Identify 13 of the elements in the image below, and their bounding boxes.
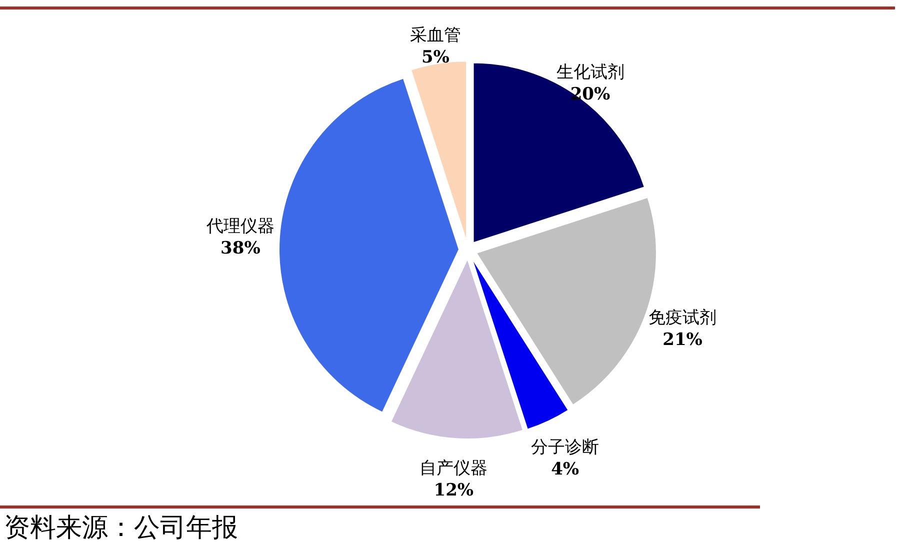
slice-label: 免疫试剂 bbox=[648, 308, 717, 328]
data-label: 20% bbox=[570, 84, 610, 105]
data-label: 4% bbox=[551, 459, 580, 480]
slice-label: 生化试剂 bbox=[556, 62, 624, 83]
slice-label: 采血管 bbox=[410, 26, 461, 46]
data-label: 38% bbox=[220, 238, 260, 259]
data-label: 21% bbox=[662, 330, 702, 350]
data-label: 12% bbox=[434, 480, 474, 501]
slice-label: 分子诊断 bbox=[531, 437, 600, 458]
data-label: 5% bbox=[421, 48, 450, 68]
text: 资料来源：公司年报 bbox=[4, 513, 238, 543]
slice-label: 自产仪器 bbox=[420, 458, 488, 479]
slice-label: 代理仪器 bbox=[205, 216, 274, 237]
